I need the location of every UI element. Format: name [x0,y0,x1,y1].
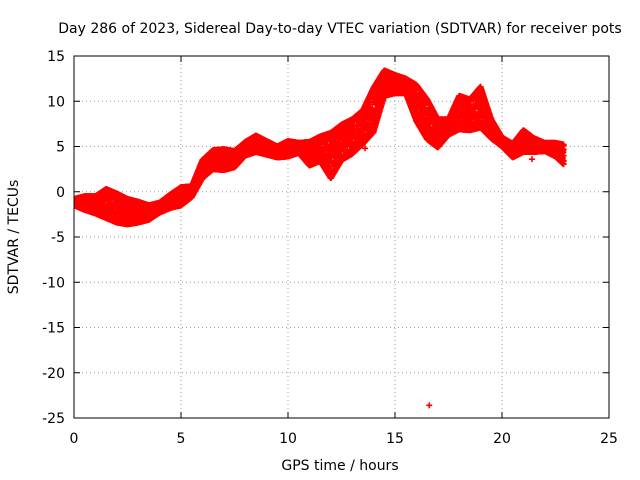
x-tick-label: 0 [70,431,79,447]
chart-title: Day 286 of 2023, Sidereal Day-to-day VTE… [58,21,621,37]
grid [74,56,609,418]
y-tick-label: 15 [47,49,65,65]
x-tick-labels: 0 5 10 15 20 25 [70,431,618,447]
y-tick-label: 5 [56,140,65,156]
x-tick-label: 5 [177,431,186,447]
y-tick-labels: -25 -20 -15 -10 -5 0 5 10 15 [42,49,65,427]
x-tick-label: 15 [386,431,404,447]
y-tick-label: -20 [42,366,65,382]
x-tick-label: 10 [279,431,297,447]
x-tick-label: 20 [493,431,511,447]
y-tick-label: -10 [42,275,65,291]
x-tick-label: 25 [600,431,618,447]
y-tick-label: -15 [42,321,65,337]
y-tick-label: 10 [47,94,65,110]
y-tick-label: -5 [51,230,65,246]
data-points [74,67,567,228]
y-tick-label: 0 [56,185,65,201]
y-tick-label: -25 [42,411,65,427]
